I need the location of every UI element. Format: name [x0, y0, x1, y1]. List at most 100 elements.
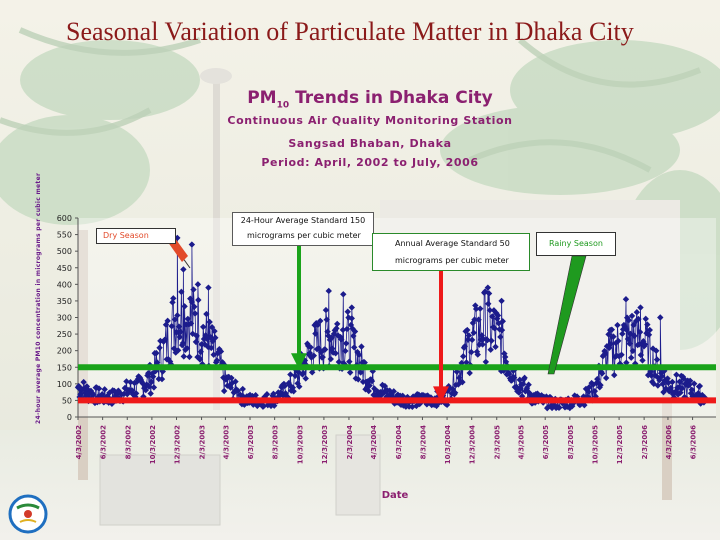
data-point [653, 347, 660, 354]
chart-title: PM10 Trends in Dhaka City [200, 88, 540, 110]
data-point [123, 378, 130, 385]
data-point [676, 378, 683, 385]
y-tick-label: 400 [57, 280, 72, 289]
data-point [220, 387, 228, 395]
data-point [459, 378, 466, 386]
data-point [183, 345, 191, 352]
data-point [351, 328, 359, 335]
data-point [602, 374, 610, 382]
data-point [646, 326, 653, 334]
data-point [687, 390, 695, 397]
data-point [586, 383, 593, 391]
data-point [368, 377, 376, 385]
data-point [569, 402, 576, 410]
data-point [475, 316, 482, 323]
data-point [649, 378, 656, 386]
data-point [648, 372, 655, 379]
data-point [334, 320, 341, 328]
data-point [476, 305, 484, 312]
data-point [338, 336, 345, 343]
rainy-season-text: Rainy Season [549, 239, 603, 248]
std24-text-1: 24-Hour Average Standard 150 [240, 216, 366, 225]
data-point [206, 318, 213, 326]
data-point [234, 387, 242, 394]
x-axis-label: Date [381, 490, 409, 501]
data-point [577, 400, 585, 407]
rainy-season-arrow [547, 255, 587, 375]
data-point [310, 352, 318, 359]
data-point [598, 370, 606, 377]
data-point [290, 388, 297, 395]
y-tick-label: 300 [57, 314, 72, 323]
data-point [675, 384, 683, 391]
data-point [350, 344, 358, 351]
data-point [514, 386, 522, 393]
data-point [195, 296, 202, 304]
data-point [178, 288, 185, 296]
chart-subtitle-period: Period: April, 2002 to July, 2006 [261, 156, 479, 169]
data-point [468, 336, 476, 344]
x-tick-label: 8/3/2003 [272, 425, 280, 459]
data-point [550, 402, 557, 409]
data-point [339, 326, 347, 334]
data-point [608, 326, 616, 333]
x-tick-label: 8/3/2004 [419, 425, 427, 459]
data-point [194, 281, 202, 288]
data-point [147, 390, 154, 397]
data-point [464, 326, 471, 334]
data-point [145, 369, 152, 377]
data-point [498, 326, 506, 334]
data-point [585, 388, 592, 395]
x-tick-label: 12/3/2003 [321, 425, 329, 464]
data-point [335, 358, 343, 366]
annual-text-1: Annual Average Standard 50 [395, 239, 510, 248]
data-point [678, 385, 686, 392]
data-point [213, 357, 221, 364]
data-point [281, 382, 288, 390]
data-point [176, 333, 183, 341]
data-point [292, 372, 299, 380]
data-point [591, 387, 599, 395]
data-point [640, 337, 647, 345]
data-point [314, 321, 322, 329]
annual-arrow-shaft [439, 271, 443, 389]
y-tick-label: 350 [57, 297, 72, 306]
data-point [622, 296, 630, 303]
std24-text-2: micrograms per cubic meter [247, 231, 361, 240]
data-point [637, 304, 644, 311]
data-point [521, 374, 528, 382]
data-point [463, 359, 470, 366]
data-point [625, 317, 632, 324]
data-point [203, 310, 210, 318]
x-tick-label: 6/3/2006 [690, 425, 698, 459]
data-point [170, 295, 177, 302]
data-point [358, 343, 365, 350]
x-tick-label: 2/3/2004 [346, 425, 354, 459]
data-point [673, 371, 680, 378]
data-point [688, 386, 695, 393]
dry-season-label: Dry Season [96, 228, 176, 244]
x-tick-label: 10/3/2003 [296, 425, 304, 464]
data-point [340, 291, 347, 298]
data-point [664, 375, 671, 382]
data-point [642, 315, 649, 323]
data-point [333, 325, 340, 332]
data-point [494, 312, 502, 319]
y-tick-label: 100 [57, 380, 72, 389]
x-tick-label: 4/3/2006 [665, 425, 673, 459]
annual-arrow-head [433, 386, 449, 403]
x-tick-label: 4/3/2004 [370, 425, 378, 459]
data-point [191, 310, 199, 317]
data-point [171, 316, 179, 323]
x-tick-label: 2/3/2006 [641, 425, 649, 459]
data-point [99, 391, 106, 398]
data-point [346, 369, 354, 376]
data-point [611, 371, 618, 379]
data-point [451, 389, 459, 396]
data-point [95, 385, 103, 392]
data-point [633, 309, 641, 316]
data-point [348, 304, 355, 311]
data-point [696, 382, 704, 390]
y-tick-label: 250 [57, 330, 72, 339]
